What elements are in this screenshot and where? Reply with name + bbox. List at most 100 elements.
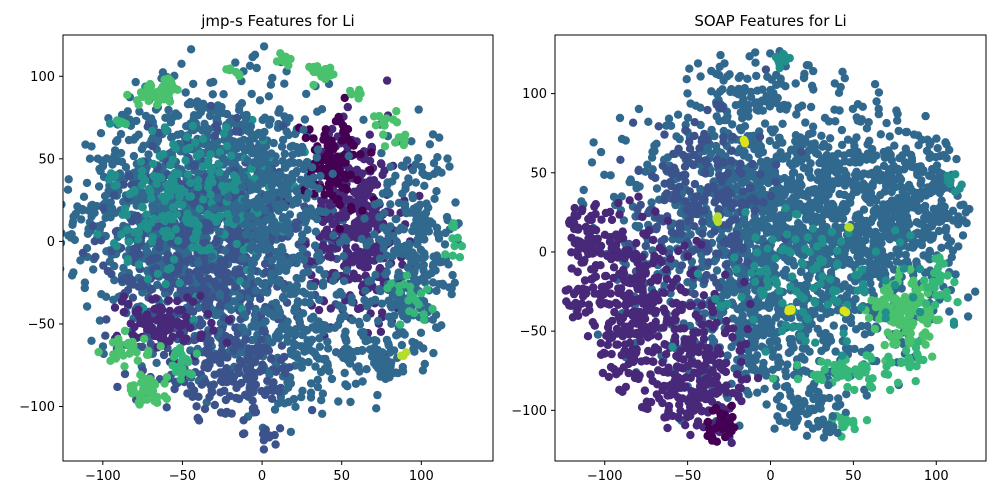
scatter-point [432,187,441,196]
scatter-point [235,137,245,146]
scatter-point [370,336,379,345]
scatter-point [405,240,414,250]
scatter-point [370,230,379,239]
scatter-point [274,334,283,343]
scatter-point [838,67,847,77]
scatter-point [341,212,350,222]
scatter-point [231,282,240,291]
scatter-point [362,365,371,374]
scatter-point [774,133,784,143]
scatter-point [787,145,796,154]
scatter-point [257,335,266,344]
scatter-point [810,143,819,153]
scatter-point [277,142,287,151]
scatter-point [404,174,413,183]
scatter-point [336,315,345,324]
scatter-point [289,394,299,404]
scatter-point [184,268,194,277]
scatter-point [280,149,289,159]
scatter-point [230,178,240,188]
scatter-point [413,235,422,244]
scatter-point [343,102,352,112]
y-tick-label: 0 [47,235,55,250]
scatter-point [307,163,317,172]
scatter-point [958,231,968,240]
scatter-point [213,194,222,203]
scatter-point [752,216,761,225]
scatter-point [184,277,194,286]
scatter-point [164,105,173,115]
scatter-point [792,110,801,119]
scatter-point [764,207,773,216]
scatter-point [267,394,277,403]
scatter-point [304,188,313,198]
scatter-point [292,350,301,359]
scatter-point [430,194,439,203]
scatter-point [270,171,279,180]
scatter-point [428,130,438,139]
scatter-point [380,142,390,151]
scatter-point [266,80,276,89]
scatter-point [349,187,359,196]
scatter-point [344,151,353,161]
scatter-point [186,346,195,355]
scatter-point [615,113,625,123]
scatter-point [119,180,128,189]
scatter-point [189,315,199,324]
scatter-point [201,359,210,368]
scatter-point [193,413,202,423]
scatter-point [441,228,450,238]
scatter-point [652,184,662,193]
scatter-point [374,198,384,207]
scatter-point [158,68,168,77]
scatter-point [814,204,823,214]
scatter-point [177,59,186,68]
scatter-point [791,79,800,88]
scatter-point [222,123,231,132]
scatter-point [175,278,184,288]
scatter-point [426,217,435,226]
scatter-point [664,114,674,123]
scatter-point [293,198,302,207]
scatter-point [223,353,232,362]
scatter-point [121,119,130,129]
scatter-point [206,190,215,199]
scatter-point [349,141,358,150]
scatter-point [424,172,433,181]
scatter-point [306,291,316,300]
scatter-point [600,170,609,179]
scatter-point [246,273,255,282]
scatter-point [181,156,190,165]
scatter-point [382,251,391,260]
scatter-point [229,297,239,306]
scatter-point [265,164,274,174]
scatter-point [63,185,73,194]
scatter-point [335,301,344,310]
scatter-point [417,253,426,262]
scatter-point [746,132,755,141]
scatter-point [299,125,308,134]
scatter-point [362,313,371,323]
scatter-point [429,348,438,358]
scatter-point [212,121,221,130]
scatter-point [77,215,86,224]
scatter-point [266,354,276,363]
scatter-point [422,285,432,294]
scatter-point [173,317,182,326]
scatter-point [416,328,426,337]
scatter-point [285,210,295,219]
scatter-point [129,151,139,161]
scatter-point [198,276,207,285]
scatter-point [326,189,335,198]
scatter-point [282,127,291,136]
scatter-point [874,110,883,119]
scatter-point [262,215,271,224]
scatter-point [200,253,209,262]
scatter-point [219,90,228,99]
scatter-point [158,316,168,325]
scatter-point [247,89,256,99]
scatter-point [393,330,403,339]
scatter-point [384,339,393,348]
scatter-point [395,287,404,297]
scatter-point [268,263,277,272]
